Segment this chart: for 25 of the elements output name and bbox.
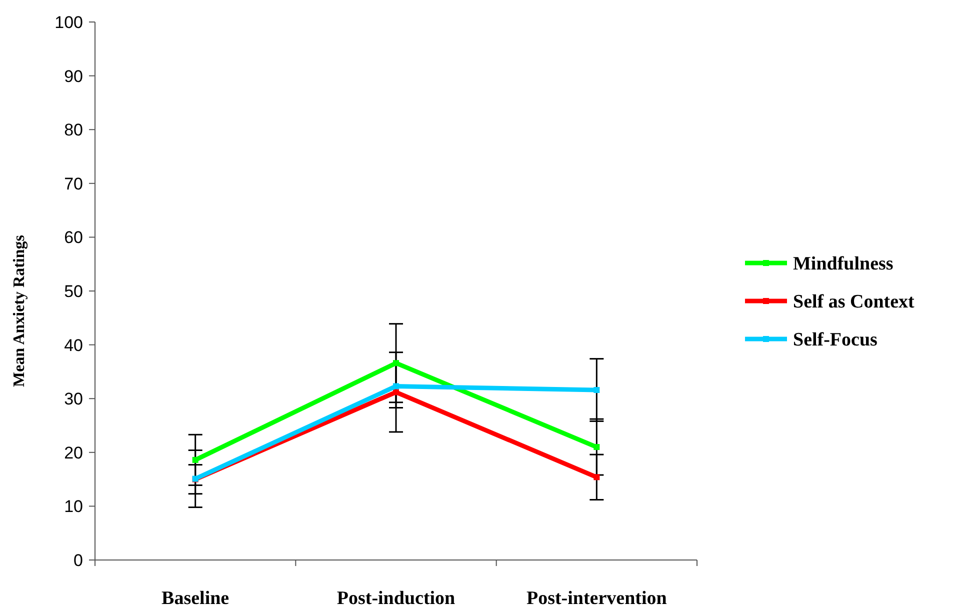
point <box>594 474 600 480</box>
y-tick-label: 90 <box>64 66 83 86</box>
y-tick-label: 20 <box>64 443 83 462</box>
x-tick-label: Post-intervention <box>526 588 668 609</box>
y-tick-label: 80 <box>64 120 83 140</box>
x-tick-label: Post-induction <box>336 588 456 609</box>
point <box>594 444 600 450</box>
y-axis-title: Mean Anxiety Ratings <box>11 235 28 387</box>
point <box>594 386 600 393</box>
legend-label: Mindfulness <box>793 254 894 275</box>
y-tick-label: 60 <box>64 228 83 248</box>
point <box>393 383 399 390</box>
y-tick-label: 10 <box>64 497 83 516</box>
y-tick-label: 30 <box>64 390 83 409</box>
y-tick-label: 50 <box>64 282 83 301</box>
point <box>192 456 198 463</box>
point <box>393 389 399 396</box>
point <box>393 360 399 366</box>
x-tick-label: Baseline <box>162 588 230 609</box>
legend-label: Self as Context <box>793 292 916 313</box>
y-tick-label: 100 <box>54 12 83 32</box>
y-tick-label: 70 <box>64 174 83 194</box>
y-tick-label: 0 <box>74 550 83 570</box>
y-tick-label: 40 <box>64 336 83 355</box>
legend-label: Self-Focus <box>793 330 878 351</box>
